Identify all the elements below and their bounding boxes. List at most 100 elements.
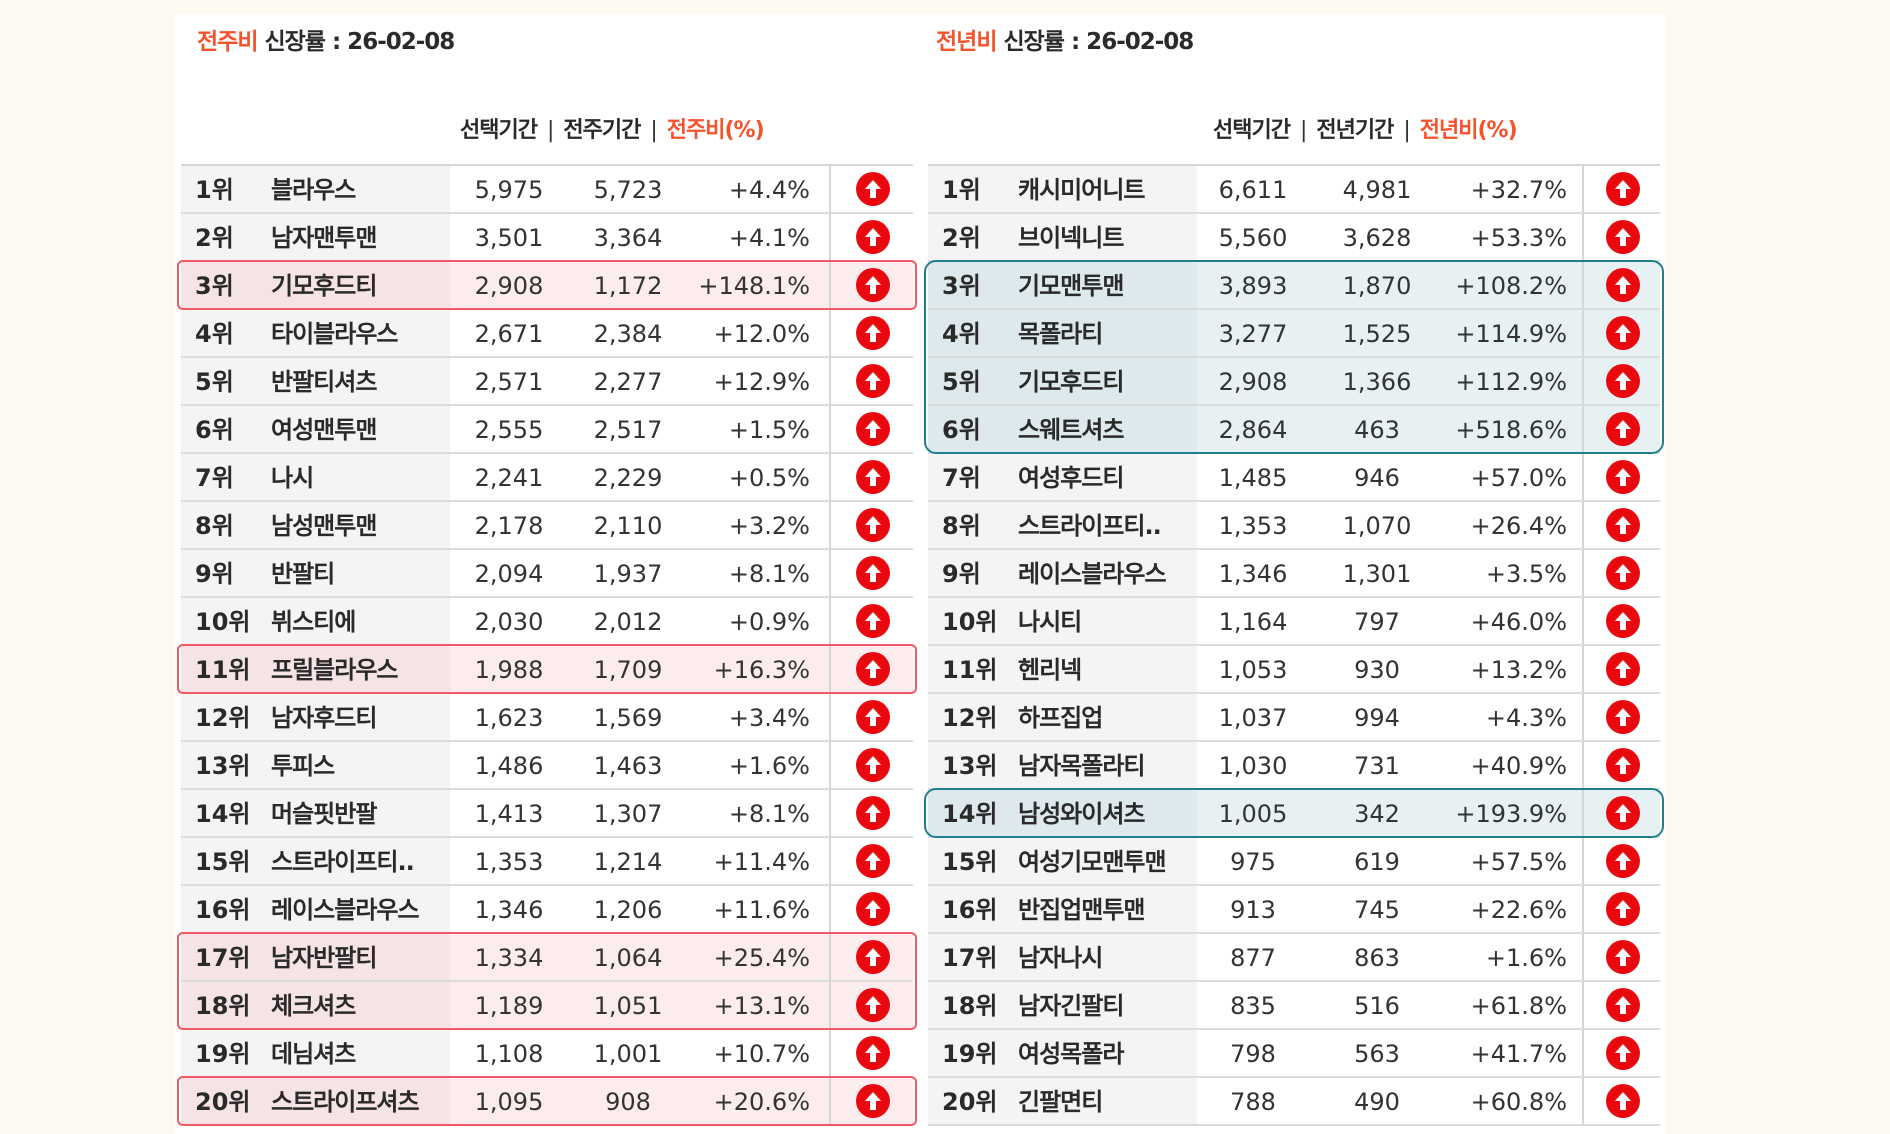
previous-period-value: 1,214 <box>593 848 663 876</box>
previous-period-value: 619 <box>1354 848 1400 876</box>
item-name[interactable]: 스트라이프티.. <box>1018 512 1162 540</box>
item-name[interactable]: 브이넥니트 <box>1018 224 1124 252</box>
table-row[interactable]: 5위 기모후드티 2,908 1,366 +112.9% <box>928 358 1660 406</box>
item-name[interactable]: 체크셔츠 <box>271 992 356 1020</box>
item-name[interactable]: 헨리넥 <box>1018 656 1082 684</box>
item-name[interactable]: 긴팔면티 <box>1018 1088 1103 1116</box>
table-row[interactable]: 6위 스웨트셔츠 2,864 463 +518.6% <box>928 406 1660 454</box>
table-row[interactable]: 8위 스트라이프티.. 1,353 1,070 +26.4% <box>928 502 1660 550</box>
table-row[interactable]: 10위 뷔스티에 2,030 2,012 +0.9% <box>181 598 913 646</box>
table-row[interactable]: 18위 남자긴팔티 835 516 +61.8% <box>928 982 1660 1030</box>
item-name[interactable]: 여성목폴라 <box>1018 1040 1124 1068</box>
item-name[interactable]: 나시 <box>271 464 314 492</box>
table-row[interactable]: 6위 여성맨투맨 2,555 2,517 +1.5% <box>181 406 913 454</box>
name-cell-bg <box>928 838 1197 884</box>
yearly-column-headers: 선택기간 | 전년기간 | 전년비(%) <box>1213 112 1518 144</box>
item-name[interactable]: 머슬핏반팔 <box>271 800 377 828</box>
table-row[interactable]: 14위 남성와이셔츠 1,005 342 +193.9% <box>928 790 1660 838</box>
item-name[interactable]: 블라우스 <box>271 176 356 204</box>
previous-period-value: 3,364 <box>593 224 663 252</box>
item-name[interactable]: 투피스 <box>271 752 335 780</box>
table-row[interactable]: 17위 남자반팔티 1,334 1,064 +25.4% <box>181 934 913 982</box>
table-row[interactable]: 1위 블라우스 5,975 5,723 +4.4% <box>181 166 913 214</box>
item-name[interactable]: 기모후드티 <box>271 272 377 300</box>
item-name[interactable]: 남자맨투맨 <box>271 224 377 252</box>
item-name[interactable]: 스트라이프티.. <box>271 848 415 876</box>
item-name[interactable]: 여성후드티 <box>1018 464 1124 492</box>
table-row[interactable]: 11위 헨리넥 1,053 930 +13.2% <box>928 646 1660 694</box>
item-name[interactable]: 레이스블라우스 <box>271 896 420 924</box>
table-row[interactable]: 14위 머슬핏반팔 1,413 1,307 +8.1% <box>181 790 913 838</box>
table-row[interactable]: 12위 하프집업 1,037 994 +4.3% <box>928 694 1660 742</box>
table-row[interactable]: 19위 데님셔츠 1,108 1,001 +10.7% <box>181 1030 913 1078</box>
item-name[interactable]: 스트라이프셔츠 <box>271 1088 420 1116</box>
selected-period-value: 1,353 <box>474 848 544 876</box>
item-name[interactable]: 뷔스티에 <box>271 608 356 636</box>
rank-cell: 10위 <box>942 608 998 636</box>
table-row[interactable]: 15위 스트라이프티.. 1,353 1,214 +11.4% <box>181 838 913 886</box>
item-name[interactable]: 남자목폴라티 <box>1018 752 1145 780</box>
table-row[interactable]: 19위 여성목폴라 798 563 +41.7% <box>928 1030 1660 1078</box>
item-name[interactable]: 남성맨투맨 <box>271 512 377 540</box>
table-row[interactable]: 16위 반집업맨투맨 913 745 +22.6% <box>928 886 1660 934</box>
item-name[interactable]: 여성맨투맨 <box>271 416 377 444</box>
item-name[interactable]: 반팔티셔츠 <box>271 368 377 396</box>
table-row[interactable]: 9위 반팔티 2,094 1,937 +8.1% <box>181 550 913 598</box>
table-row[interactable]: 5위 반팔티셔츠 2,571 2,277 +12.9% <box>181 358 913 406</box>
trend-cell <box>829 982 915 1028</box>
name-cell-bg <box>928 790 1197 836</box>
table-row[interactable]: 18위 체크셔츠 1,189 1,051 +13.1% <box>181 982 913 1030</box>
item-name[interactable]: 데님셔츠 <box>271 1040 356 1068</box>
item-name[interactable]: 남성와이셔츠 <box>1018 800 1145 828</box>
table-row[interactable]: 4위 타이블라우스 2,671 2,384 +12.0% <box>181 310 913 358</box>
previous-period-value: 342 <box>1354 800 1400 828</box>
item-name[interactable]: 여성기모맨투맨 <box>1018 848 1167 876</box>
item-name[interactable]: 남자반팔티 <box>271 944 377 972</box>
item-name[interactable]: 반팔티 <box>271 560 335 588</box>
item-name[interactable]: 기모맨투맨 <box>1018 272 1124 300</box>
item-name[interactable]: 기모후드티 <box>1018 368 1124 396</box>
growth-percent: +25.4% <box>713 944 810 972</box>
arrow-up-circle-icon <box>856 652 890 686</box>
item-name[interactable]: 남자나시 <box>1018 944 1103 972</box>
growth-percent: +12.0% <box>713 320 810 348</box>
table-row[interactable]: 17위 남자나시 877 863 +1.6% <box>928 934 1660 982</box>
table-row[interactable]: 20위 스트라이프셔츠 1,095 908 +20.6% <box>181 1078 913 1126</box>
table-row[interactable]: 13위 남자목폴라티 1,030 731 +40.9% <box>928 742 1660 790</box>
name-cell-bg <box>181 406 450 452</box>
item-name[interactable]: 남자후드티 <box>271 704 377 732</box>
table-row[interactable]: 3위 기모맨투맨 3,893 1,870 +108.2% <box>928 262 1660 310</box>
name-cell-bg <box>181 694 450 740</box>
table-row[interactable]: 11위 프릴블라우스 1,988 1,709 +16.3% <box>181 646 913 694</box>
table-row[interactable]: 20위 긴팔면티 788 490 +60.8% <box>928 1078 1660 1126</box>
item-name[interactable]: 스웨트셔츠 <box>1018 416 1124 444</box>
table-row[interactable]: 3위 기모후드티 2,908 1,172 +148.1% <box>181 262 913 310</box>
item-name[interactable]: 레이스블라우스 <box>1018 560 1167 588</box>
table-row[interactable]: 8위 남성맨투맨 2,178 2,110 +3.2% <box>181 502 913 550</box>
table-row[interactable]: 7위 여성후드티 1,485 946 +57.0% <box>928 454 1660 502</box>
table-row[interactable]: 1위 캐시미어니트 6,611 4,981 +32.7% <box>928 166 1660 214</box>
table-row[interactable]: 4위 목폴라티 3,277 1,525 +114.9% <box>928 310 1660 358</box>
item-name[interactable]: 나시티 <box>1018 608 1082 636</box>
table-row[interactable]: 7위 나시 2,241 2,229 +0.5% <box>181 454 913 502</box>
table-row[interactable]: 9위 레이스블라우스 1,346 1,301 +3.5% <box>928 550 1660 598</box>
table-row[interactable]: 13위 투피스 1,486 1,463 +1.6% <box>181 742 913 790</box>
item-name[interactable]: 반집업맨투맨 <box>1018 896 1145 924</box>
table-row[interactable]: 2위 브이넥니트 5,560 3,628 +53.3% <box>928 214 1660 262</box>
item-name[interactable]: 남자긴팔티 <box>1018 992 1124 1020</box>
item-name[interactable]: 프릴블라우스 <box>271 656 398 684</box>
table-row[interactable]: 12위 남자후드티 1,623 1,569 +3.4% <box>181 694 913 742</box>
item-name[interactable]: 목폴라티 <box>1018 320 1103 348</box>
item-name[interactable]: 캐시미어니트 <box>1018 176 1145 204</box>
table-row[interactable]: 2위 남자맨투맨 3,501 3,364 +4.1% <box>181 214 913 262</box>
item-name[interactable]: 하프집업 <box>1018 704 1103 732</box>
selected-period-value: 1,353 <box>1218 512 1288 540</box>
table-row[interactable]: 16위 레이스블라우스 1,346 1,206 +11.6% <box>181 886 913 934</box>
rank-cell: 16위 <box>942 896 998 924</box>
growth-percent: +13.1% <box>713 992 810 1020</box>
selected-period-value: 1,053 <box>1218 656 1288 684</box>
table-row[interactable]: 10위 나시티 1,164 797 +46.0% <box>928 598 1660 646</box>
trend-cell <box>1582 550 1662 596</box>
table-row[interactable]: 15위 여성기모맨투맨 975 619 +57.5% <box>928 838 1660 886</box>
item-name[interactable]: 타이블라우스 <box>271 320 398 348</box>
